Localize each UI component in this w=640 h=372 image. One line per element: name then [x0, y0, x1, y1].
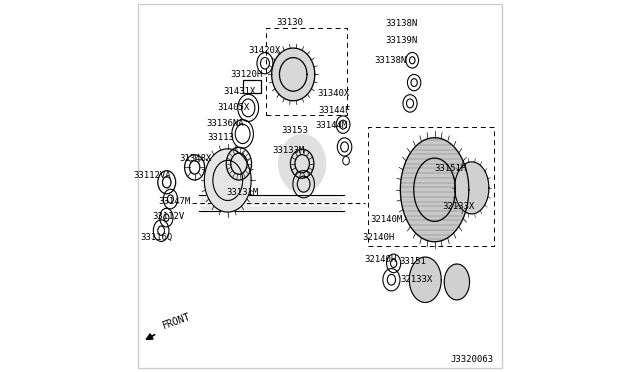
Text: 32133X: 32133X: [401, 275, 433, 283]
Text: 33131M: 33131M: [227, 188, 259, 197]
Text: FRONT: FRONT: [161, 311, 192, 331]
Polygon shape: [454, 162, 489, 214]
Text: 32133X: 32133X: [443, 202, 475, 211]
Text: 33112VA: 33112VA: [134, 171, 172, 180]
Text: 32140H: 32140H: [362, 233, 394, 242]
Text: 33151: 33151: [399, 257, 426, 266]
Text: 33138N: 33138N: [385, 19, 417, 28]
Text: 33139N: 33139N: [385, 36, 417, 45]
Text: 33138N: 33138N: [374, 56, 407, 65]
Text: 33120H: 33120H: [230, 70, 262, 79]
Text: 32140H: 32140H: [365, 255, 397, 264]
Text: 31420X: 31420X: [248, 46, 280, 55]
Text: 31340X: 31340X: [317, 89, 349, 97]
Text: 33147M: 33147M: [159, 198, 191, 206]
Polygon shape: [204, 149, 251, 212]
Polygon shape: [410, 257, 441, 302]
Text: 31348X: 31348X: [179, 154, 211, 163]
Text: 33116Q: 33116Q: [140, 233, 172, 242]
Text: 32140M: 32140M: [370, 215, 403, 224]
Text: 31405X: 31405X: [218, 103, 250, 112]
Text: 33133M: 33133M: [272, 146, 304, 155]
Text: 33153: 33153: [281, 126, 308, 135]
Bar: [243, 80, 261, 93]
Text: J3320063: J3320063: [450, 355, 493, 364]
Polygon shape: [278, 135, 326, 193]
Text: 33136NA: 33136NA: [206, 119, 244, 128]
Text: 33113: 33113: [207, 133, 234, 142]
Text: 33112V: 33112V: [153, 212, 185, 221]
Text: 31431X: 31431X: [223, 87, 255, 96]
Text: 33151H: 33151H: [434, 164, 467, 173]
Text: 33130: 33130: [276, 18, 303, 27]
Text: 33144M: 33144M: [315, 121, 348, 130]
Polygon shape: [444, 264, 470, 300]
Polygon shape: [271, 48, 315, 101]
Polygon shape: [401, 138, 468, 242]
Text: 33144F: 33144F: [319, 106, 351, 115]
